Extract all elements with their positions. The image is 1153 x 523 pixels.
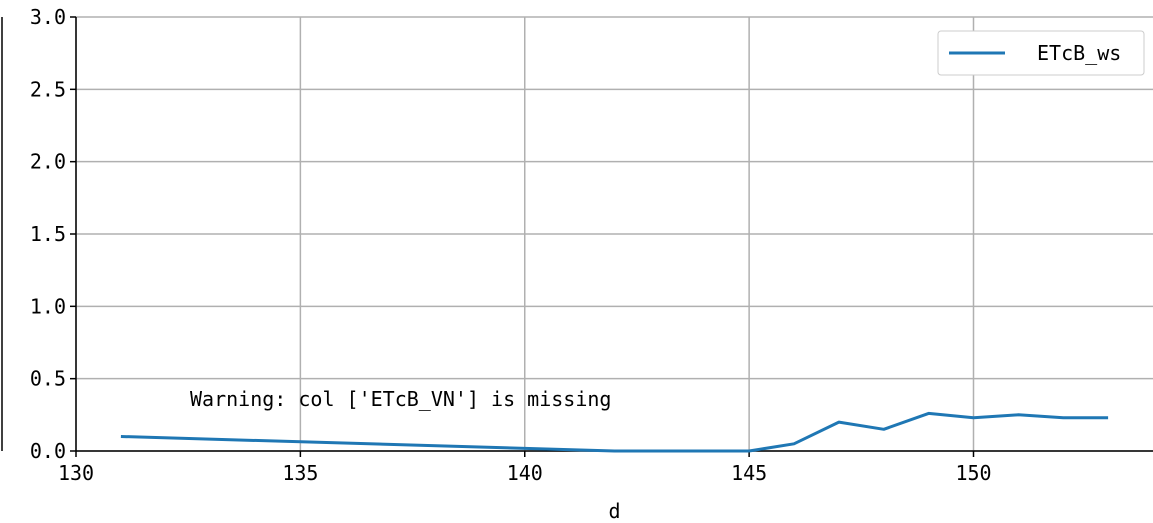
x-tick-label: 140: [507, 461, 543, 485]
y-tick-label: 3.0: [30, 5, 66, 29]
legend-label: ETcB_ws: [1037, 41, 1121, 65]
x-axis-label: d: [608, 499, 620, 523]
legend-box: [937, 30, 1145, 76]
legend: ETcB_ws: [937, 30, 1145, 76]
x-tick-label: 130: [58, 461, 94, 485]
x-tick-label: 150: [955, 461, 991, 485]
y-tick-label: 1.5: [30, 222, 66, 246]
series-layer: [120, 411, 1109, 453]
x-tick-label: 145: [731, 461, 767, 485]
y-tick-label: 2.5: [30, 77, 66, 101]
y-tick-label: 2.0: [30, 150, 66, 174]
warning-annotation: Warning: col ['ETcB_VN'] is missing: [190, 387, 611, 411]
y-tick-label: 0.0: [30, 439, 66, 463]
grid: [75, 16, 1153, 452]
y-tick-label: 1.0: [30, 294, 66, 318]
x-tick-label: 135: [282, 461, 318, 485]
y-tick-label: 0.5: [30, 367, 66, 391]
axes: 130 135 140 145 150 0.0 0.5 1.0 1.5 2.0 2.5 3.0: [1, 5, 1153, 485]
series-line-etcb-ws: [120, 411, 1109, 453]
